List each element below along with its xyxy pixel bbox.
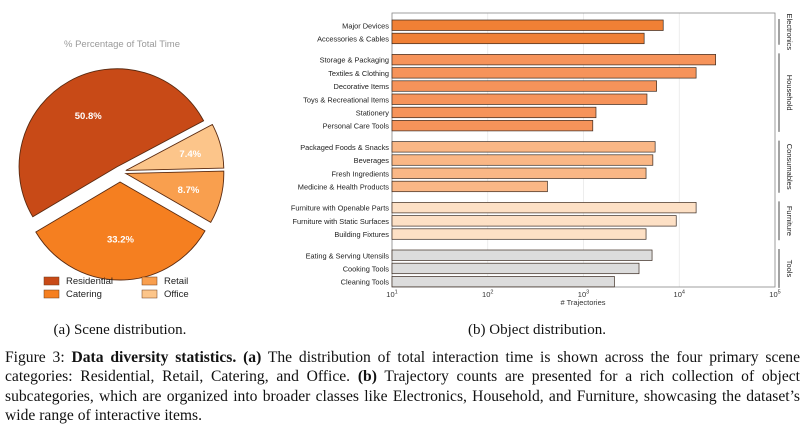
bar-accessories-and-cables [391, 32, 645, 45]
x-axis-label: # Trajectories [560, 298, 605, 307]
bar-label-beverages: Beverages [354, 156, 390, 165]
legend-label-retail: Retail [164, 276, 188, 287]
bar-textiles-and-clothing [391, 67, 697, 79]
pie-chart: % Percentage of Total Time 50.8% 33.2% 8.7… [18, 39, 225, 338]
legend-swatch-retail [141, 276, 158, 286]
bar-fresh-ingredients [391, 167, 647, 179]
pie-title: % Percentage of Total Time [64, 39, 180, 50]
pie-value-label-catering: 33.2% [107, 234, 134, 245]
pie-slice-office [125, 123, 225, 171]
bar-personal-care-tools [391, 120, 594, 132]
bar-furniture-with-openable-parts [391, 202, 697, 214]
bar-stationery [391, 106, 597, 119]
x-tick-label: 103 [578, 290, 589, 300]
bar-building-fixtures [391, 228, 647, 240]
pie-value-label-office: 7.4% [179, 149, 201, 160]
bar-label-major-devices: Major Devices [342, 21, 389, 30]
legend-swatch-residential [43, 276, 60, 286]
pie-slice-retail [124, 170, 225, 223]
bar-beverages [391, 154, 654, 166]
bar-label-cooking-tools: Cooking Tools [343, 264, 390, 273]
bar-label-packaged-foods-and-snacks: Packaged Foods & Snacks [300, 143, 389, 152]
group-label-consumables: Consumables [785, 144, 794, 190]
bar-cooking-tools [391, 262, 640, 275]
bar-label-furniture-with-openable-parts: Furniture with Openable Parts [291, 204, 389, 213]
group-label-household: Household [785, 75, 794, 111]
legend-swatch-office [141, 289, 158, 299]
pie-value-label-residential: 50.8% [75, 111, 102, 122]
bar-toys-and-recreational-items [391, 93, 648, 105]
pie-value-labels: 50.8% 33.2% 8.7% 7.4% [75, 111, 202, 245]
group-label-furniture: Furniture [785, 206, 794, 236]
caption-prefix: Figure 3: [5, 349, 72, 366]
bar-major-devices [391, 19, 664, 31]
bar-label-accessories-and-cables: Accessories & Cables [317, 34, 389, 43]
bar-label-building-fixtures: Building Fixtures [334, 230, 389, 239]
pie-value-label-retail: 8.7% [178, 185, 200, 196]
subcaption-a: (a) Scene distribution. [54, 322, 187, 338]
bar-decorative-items [391, 80, 657, 92]
x-tick-labels: 101 102 103 104 105 [386, 290, 780, 300]
group-brackets: Electronics Household Consumables Furniture… [778, 14, 794, 288]
bar-label-storage-and-packaging: Storage & Packaging [320, 56, 389, 65]
bars [391, 19, 717, 288]
bar-label-cleaning-tools: Cleaning Tools [341, 278, 390, 287]
subcaption-b: (b) Object distribution. [468, 322, 606, 338]
caption-part-b-label: (b) [357, 368, 377, 386]
bar-label-furniture-with-static-surfaces: Furniture with Static Surfaces [292, 217, 389, 226]
bar-label-eating-and-serving-utensils: Eating & Serving Utensils [306, 251, 390, 260]
group-label-tools: Tools [785, 260, 794, 278]
bar-label-stationery: Stationery [356, 108, 390, 117]
bar-label-fresh-ingredients: Fresh Ingredients [331, 169, 389, 178]
x-tick-label: 105 [769, 290, 780, 300]
bar-cleaning-tools [391, 276, 615, 288]
x-tick-label: 101 [386, 290, 397, 300]
legend-label-residential: Residential [66, 276, 113, 287]
pie-legend: Residential Retail Catering Office [43, 276, 189, 300]
bar-eating-and-serving-utensils [391, 249, 653, 261]
pie-slice-residential [18, 68, 205, 218]
caption-part-a-label: (a) [243, 349, 262, 366]
bar-chart: Major Devices Accessories & Cables Storage… [291, 12, 794, 338]
bar-label-toys-and-recreational-items: Toys & Recreational Items [303, 95, 389, 104]
group-label-electronics: Electronics [785, 14, 794, 51]
x-tick-label: 104 [674, 290, 685, 300]
pie-slice-catering [35, 181, 206, 281]
bar-label-medicine-and-health-products: Medicine & Health Products [298, 182, 390, 191]
bar-medicine-and-health-products [391, 180, 548, 193]
bar-label-personal-care-tools: Personal Care Tools [323, 122, 390, 131]
legend-label-office: Office [164, 289, 189, 300]
bar-category-labels: Major Devices Accessories & Cables Storage… [291, 21, 389, 286]
caption-part-b-text: Trajectory counts are presented for a ri… [5, 368, 800, 425]
legend-swatch-catering [43, 289, 60, 299]
bar-label-textiles-and-clothing: Textiles & Clothing [328, 69, 389, 78]
bar-storage-and-packaging [391, 54, 717, 66]
bar-furniture-with-static-surfaces [391, 215, 677, 227]
x-tick-label: 102 [482, 290, 493, 300]
caption-title: Data diversity statistics. [71, 349, 237, 366]
bar-packaged-foods-and-snacks [391, 141, 656, 153]
figure-caption: Figure 3: Data diversity statistics. (a)… [5, 348, 800, 426]
legend-label-catering: Catering [66, 289, 102, 300]
caption-part-a-text: The distribution of total interaction ti… [5, 349, 801, 386]
pie-slices [18, 68, 225, 281]
bar-label-decorative-items: Decorative Items [334, 82, 390, 91]
